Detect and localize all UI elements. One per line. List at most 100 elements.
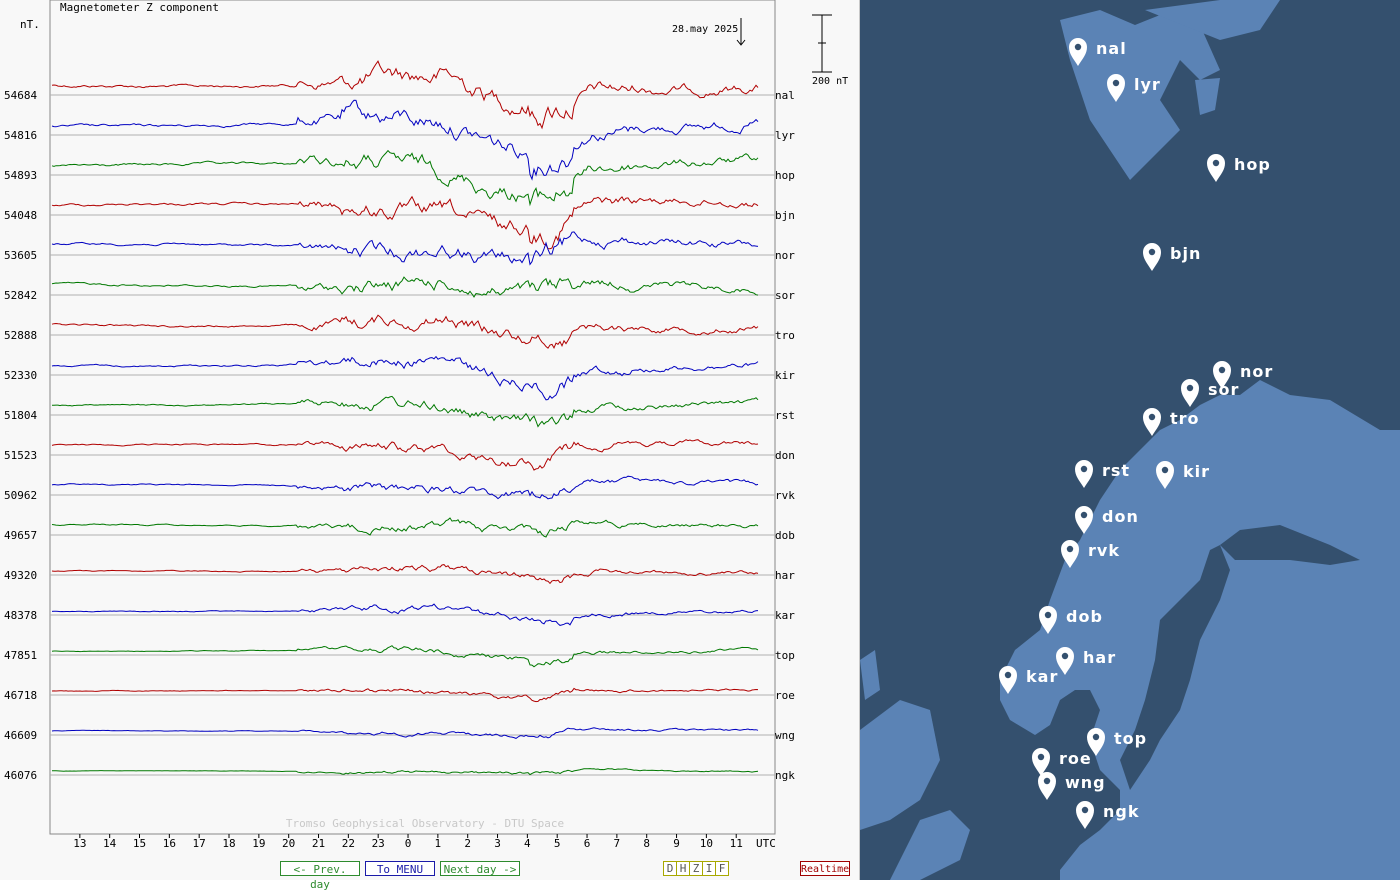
- x-tick-label: 8: [643, 837, 650, 850]
- station-label-ngk: ngk: [1103, 802, 1139, 821]
- map-pin-icon: [1207, 154, 1225, 182]
- x-tick-label: 16: [163, 837, 176, 850]
- station-label-rvk: rvk: [1088, 541, 1120, 560]
- pin-hole: [1148, 413, 1156, 421]
- station-pin-nor[interactable]: nor: [1213, 361, 1273, 389]
- station-pin-rst[interactable]: rst: [1075, 460, 1130, 488]
- station-name-label: hop: [775, 169, 795, 182]
- station-label-tro: tro: [1170, 409, 1200, 428]
- station-baseline-label: 50962: [4, 489, 37, 502]
- map-pin-icon: [1032, 748, 1050, 776]
- station-pin-top[interactable]: top: [1087, 728, 1147, 756]
- station-pin-bjn[interactable]: bjn: [1143, 243, 1201, 271]
- map-pin-icon: [1039, 606, 1057, 634]
- map-pin-icon: [1143, 408, 1161, 436]
- station-label-nal: nal: [1096, 39, 1127, 58]
- station-pin-sor[interactable]: sor: [1181, 379, 1239, 407]
- pin-hole: [1037, 753, 1045, 761]
- station-pin-rvk[interactable]: rvk: [1061, 540, 1120, 568]
- pin-hole: [1044, 611, 1052, 619]
- trace-kar: [51, 603, 759, 626]
- y-unit-label: nT.: [20, 18, 40, 31]
- station-name-label: har: [775, 569, 795, 582]
- trace-har: [51, 564, 759, 585]
- station-label-rst: rst: [1102, 461, 1130, 480]
- pin-hole: [1074, 43, 1082, 51]
- station-baseline-label: 51804: [4, 409, 37, 422]
- map-pin-icon: [1087, 728, 1105, 756]
- map-pin-icon: [1076, 801, 1094, 829]
- station-label-har: har: [1083, 648, 1116, 667]
- station-label-kar: kar: [1026, 667, 1058, 686]
- station-baseline-label: 49320: [4, 569, 37, 582]
- realtime-button[interactable]: Realtime: [800, 861, 850, 876]
- x-tick-label: 2: [464, 837, 471, 850]
- station-pin-lyr[interactable]: lyr: [1107, 74, 1161, 102]
- component-d-button[interactable]: D: [664, 862, 677, 875]
- station-label-top: top: [1114, 729, 1147, 748]
- x-tick-label: 10: [700, 837, 713, 850]
- station-pin-wng[interactable]: wng: [1038, 772, 1106, 800]
- map-pin-icon: [1143, 243, 1161, 271]
- station-pin-hop[interactable]: hop: [1207, 154, 1271, 182]
- pin-hole: [1081, 806, 1089, 814]
- station-label-bjn: bjn: [1170, 244, 1201, 263]
- x-tick-label: 19: [252, 837, 265, 850]
- x-tick-label: 23: [372, 837, 385, 850]
- component-h-button[interactable]: H: [677, 862, 690, 875]
- station-name-label: rvk: [775, 489, 795, 502]
- map-pin-icon: [1107, 74, 1125, 102]
- x-tick-label: 1: [435, 837, 442, 850]
- station-name-label: kir: [775, 369, 795, 382]
- watermark: Tromso Geophysical Observatory - DTU Spa…: [286, 817, 564, 830]
- station-pin-roe[interactable]: roe: [1032, 748, 1092, 776]
- station-name-label: sor: [775, 289, 795, 302]
- station-pin-ngk[interactable]: ngk: [1076, 801, 1139, 829]
- station-pin-har[interactable]: har: [1056, 647, 1116, 675]
- trace-roe: [51, 687, 759, 703]
- magnetometer-panel: Magnetometer Z component nT. 28.may 2025…: [4, 0, 860, 891]
- trace-rst: [52, 395, 759, 428]
- component-z-button[interactable]: Z: [690, 862, 703, 875]
- x-axis-unit: UTC: [756, 837, 776, 850]
- plot-area: [49, 0, 776, 835]
- station-map: nal lyr hop bjn nor sor tro rst kir don rvk dob har k…: [860, 0, 1400, 880]
- station-name-label: dob: [775, 529, 795, 542]
- station-baseline-label: 46718: [4, 689, 37, 702]
- x-tick-label: 18: [222, 837, 235, 850]
- x-tick-label: 4: [524, 837, 531, 850]
- x-tick-label: 20: [282, 837, 295, 850]
- menu-button[interactable]: To MENU: [365, 861, 435, 876]
- prev-day-button[interactable]: <- Prev. day: [280, 861, 360, 891]
- magnetometer-chart: Magnetometer Z component nT. 28.may 2025…: [4, 0, 848, 850]
- station-pin-dob[interactable]: dob: [1039, 606, 1103, 634]
- map-pin-icon: [1181, 379, 1199, 407]
- station-pin-nal[interactable]: nal: [1069, 38, 1127, 66]
- map-pin-icon: [1075, 506, 1093, 534]
- trace-dob: [51, 517, 759, 538]
- x-tick-label: 6: [584, 837, 591, 850]
- station-label-roe: roe: [1059, 749, 1092, 768]
- pin-hole: [1186, 384, 1194, 392]
- x-tick-label: 14: [103, 837, 117, 850]
- chart-title: Magnetometer Z component: [60, 1, 219, 14]
- station-baseline-label: 48378: [4, 609, 37, 622]
- next-day-button[interactable]: Next day ->: [440, 861, 520, 876]
- station-label-wng: wng: [1065, 773, 1106, 792]
- map-pin-icon: [1069, 38, 1087, 66]
- trace-rvk: [51, 475, 759, 500]
- station-pin-kir[interactable]: kir: [1156, 461, 1210, 489]
- component-i-button[interactable]: I: [703, 862, 716, 875]
- trace-sor: [51, 276, 759, 298]
- pin-hole: [1148, 248, 1156, 256]
- station-pin-kar[interactable]: kar: [999, 666, 1058, 694]
- station-baseline-label: 46076: [4, 769, 37, 782]
- station-baseline-label: 52842: [4, 289, 37, 302]
- station-baseline-label: 51523: [4, 449, 37, 462]
- station-pin-tro[interactable]: tro: [1143, 408, 1200, 436]
- station-pin-don[interactable]: don: [1075, 506, 1139, 534]
- pin-hole: [1004, 671, 1012, 679]
- trace-hop: [51, 149, 759, 207]
- component-f-button[interactable]: F: [718, 862, 726, 875]
- pin-hole: [1212, 159, 1220, 167]
